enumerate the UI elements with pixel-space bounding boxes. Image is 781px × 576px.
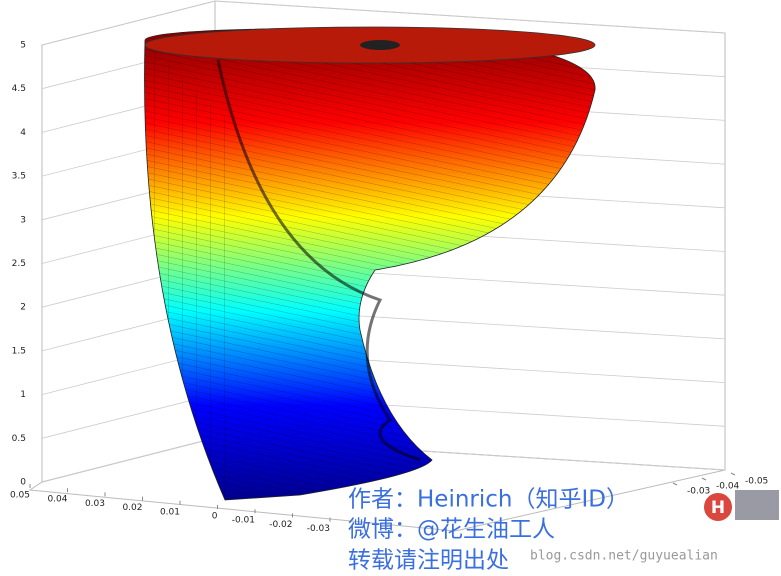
logo-box — [735, 490, 779, 520]
surface — [144, 26, 596, 501]
x-tick-label: -0.03 — [307, 524, 330, 534]
z-tick-label: 1 — [20, 390, 26, 400]
z-tick-label: 0.5 — [12, 434, 26, 444]
x-tick-label: 0.04 — [47, 495, 67, 505]
y-tick — [701, 477, 707, 481]
y-tick-label: -0.04 — [716, 482, 740, 492]
grid-line — [41, 0, 726, 46]
watermark: 作者：Heinrich（知乎ID） 微博：@花生油工人 转载请注明出处 blog… — [348, 487, 779, 574]
y-tick-label: -0.05 — [745, 477, 768, 487]
z-tick-label: 3 — [20, 215, 26, 225]
x-tick-label: 0 — [212, 512, 218, 522]
x-tick-label: -0.02 — [269, 520, 292, 530]
surface-mesh — [144, 40, 228, 500]
watermark-line: 微博：@花生油工人 — [348, 517, 555, 543]
y-tick — [672, 482, 678, 486]
z-tick-label: 2.5 — [12, 259, 26, 269]
axes: 0 0.5 1 1.5 2 2.5 3 3.5 4 4.5 5 0.05 0.04 0.03 0.02 0.0… — [10, 41, 768, 535]
surface-twist — [216, 59, 421, 462]
z-tick-label: 0 — [20, 478, 26, 488]
z-tick-label: 2 — [20, 303, 26, 313]
x-tick-label: 0.03 — [85, 499, 105, 509]
z-tick-label: 4 — [20, 128, 26, 138]
z-tick-label: 3.5 — [12, 172, 26, 182]
x-tick-label: -0.01 — [232, 516, 255, 526]
grid-line — [41, 262, 726, 308]
z-tick-label: 1.5 — [12, 346, 26, 356]
z-tick-label: 5 — [20, 41, 26, 51]
logo — [702, 491, 734, 523]
x-tick-label: 0.01 — [160, 507, 180, 517]
grid-line — [41, 350, 726, 395]
y-tick — [730, 472, 736, 476]
x-tick-label: 0.05 — [10, 491, 30, 501]
logo-letter: H — [711, 498, 725, 518]
x-tick-label: 0.02 — [122, 503, 142, 513]
watermark-line: 作者：Heinrich（知乎ID） — [348, 487, 629, 513]
blog-url: blog.csdn.net/guyuealian — [530, 549, 718, 564]
z-tick-label: 4.5 — [12, 84, 26, 94]
watermark-line: 转载请注明出处 — [348, 548, 509, 574]
surface-mesh — [144, 28, 596, 500]
grid-line — [41, 306, 726, 352]
y-tick-label: -0.03 — [687, 487, 710, 497]
surface-core — [360, 40, 400, 50]
